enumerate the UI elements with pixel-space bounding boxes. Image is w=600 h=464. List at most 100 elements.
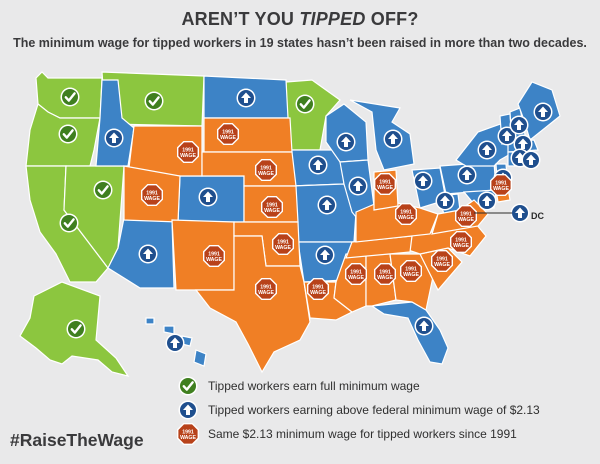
up-arrow-icon (165, 333, 185, 353)
svg-text:WAGE: WAGE (180, 435, 196, 441)
svg-text:1991: 1991 (379, 270, 391, 276)
up-arrow-icon (477, 140, 497, 160)
octagon-1991-markers: 1991WAGE1991WAGE1991WAGE1991WAGE1991WAGE… (141, 123, 512, 300)
svg-text:1991: 1991 (400, 210, 412, 216)
svg-text:WAGE: WAGE (348, 275, 364, 281)
up-arrow-icon (308, 155, 328, 175)
hashtag[interactable]: #RaiseTheWage (10, 430, 144, 450)
up-arrow-icon (533, 102, 553, 122)
up-arrow-icon (104, 128, 124, 148)
svg-text:1991: 1991 (495, 181, 507, 187)
check-icon (92, 179, 114, 201)
map-markers: 1991WAGE1991WAGE1991WAGE1991WAGE1991WAGE… (57, 86, 553, 353)
svg-text:1991: 1991 (146, 191, 158, 197)
svg-text:WAGE: WAGE (264, 208, 280, 214)
svg-text:1991: 1991 (455, 238, 467, 244)
check-icon (143, 90, 165, 112)
up-arrow-icon (414, 316, 434, 336)
svg-text:1991: 1991 (436, 257, 448, 263)
svg-text:WAGE: WAGE (180, 153, 196, 159)
svg-text:WAGE: WAGE (258, 171, 274, 177)
svg-text:1991: 1991 (312, 285, 324, 291)
svg-text:WAGE: WAGE (377, 275, 393, 281)
svg-text:WAGE: WAGE (377, 185, 393, 191)
title-emphasis: TIPPED (299, 9, 366, 29)
svg-text:WAGE: WAGE (144, 196, 160, 202)
up-arrow-icon (336, 132, 356, 152)
svg-text:1991: 1991 (460, 212, 472, 218)
legend-label-full: Tipped workers earn full minimum wage (208, 379, 420, 393)
legend-octagon-icon: 1991 WAGE (177, 423, 199, 445)
up-arrow-icon (317, 195, 337, 215)
legend-label-same: Same $2.13 minimum wage for tipped worke… (208, 427, 517, 441)
svg-text:1991: 1991 (266, 203, 278, 209)
legend-item-above: Tipped workers earning above federal min… (178, 398, 540, 422)
svg-text:WAGE: WAGE (220, 135, 236, 141)
svg-text:WAGE: WAGE (493, 186, 509, 192)
up-arrow-icon (477, 191, 497, 211)
svg-text:1991: 1991 (222, 130, 234, 136)
dc-label: DC (531, 211, 544, 221)
check-icon (57, 123, 79, 145)
up-arrow-icon (236, 88, 256, 108)
state-hawaii-big (193, 349, 207, 367)
up-arrow-icon (198, 187, 218, 207)
up-arrow-icon (315, 245, 335, 265)
svg-text:WAGE: WAGE (310, 290, 326, 296)
legend-item-full: Tipped workers earn full minimum wage (178, 374, 420, 398)
up-arrow-icon (138, 244, 158, 264)
svg-text:1991: 1991 (405, 267, 417, 273)
title-pre: AREN’T YOU (181, 9, 300, 29)
svg-text:WAGE: WAGE (434, 262, 450, 268)
svg-text:WAGE: WAGE (398, 215, 414, 221)
svg-text:WAGE: WAGE (206, 257, 222, 263)
svg-text:WAGE: WAGE (258, 290, 274, 296)
up-arrow-icon (510, 203, 530, 223)
svg-text:1991: 1991 (350, 270, 362, 276)
svg-text:1991: 1991 (208, 252, 220, 258)
state-hawaii-kauai (145, 317, 155, 325)
svg-text:WAGE: WAGE (453, 243, 469, 249)
svg-text:1991: 1991 (277, 240, 289, 246)
up-arrow-icon (509, 115, 529, 135)
up-arrow-icon (457, 165, 477, 185)
svg-text:1991: 1991 (260, 285, 272, 291)
check-icon (58, 212, 80, 234)
svg-text:1991: 1991 (379, 180, 391, 186)
state-florida (370, 301, 449, 365)
svg-text:WAGE: WAGE (275, 245, 291, 251)
up-arrow-icon (383, 129, 403, 149)
legend-label-above: Tipped workers earning above federal min… (208, 403, 540, 417)
svg-text:WAGE: WAGE (458, 217, 474, 223)
up-arrow-icon (521, 150, 541, 170)
page-title: AREN’T YOU TIPPED OFF? (0, 9, 600, 30)
state-michigan (349, 99, 415, 171)
svg-text:WAGE: WAGE (403, 272, 419, 278)
check-icon (65, 318, 87, 340)
title-post: OFF? (365, 9, 419, 29)
up-arrow-icon (348, 176, 368, 196)
check-icon (59, 86, 81, 108)
svg-text:1991: 1991 (182, 430, 194, 436)
up-arrow-icon (413, 171, 433, 191)
svg-text:1991: 1991 (260, 166, 272, 172)
check-icon (294, 93, 316, 115)
legend-item-same: Same $2.13 minimum wage for tipped worke… (178, 422, 517, 446)
